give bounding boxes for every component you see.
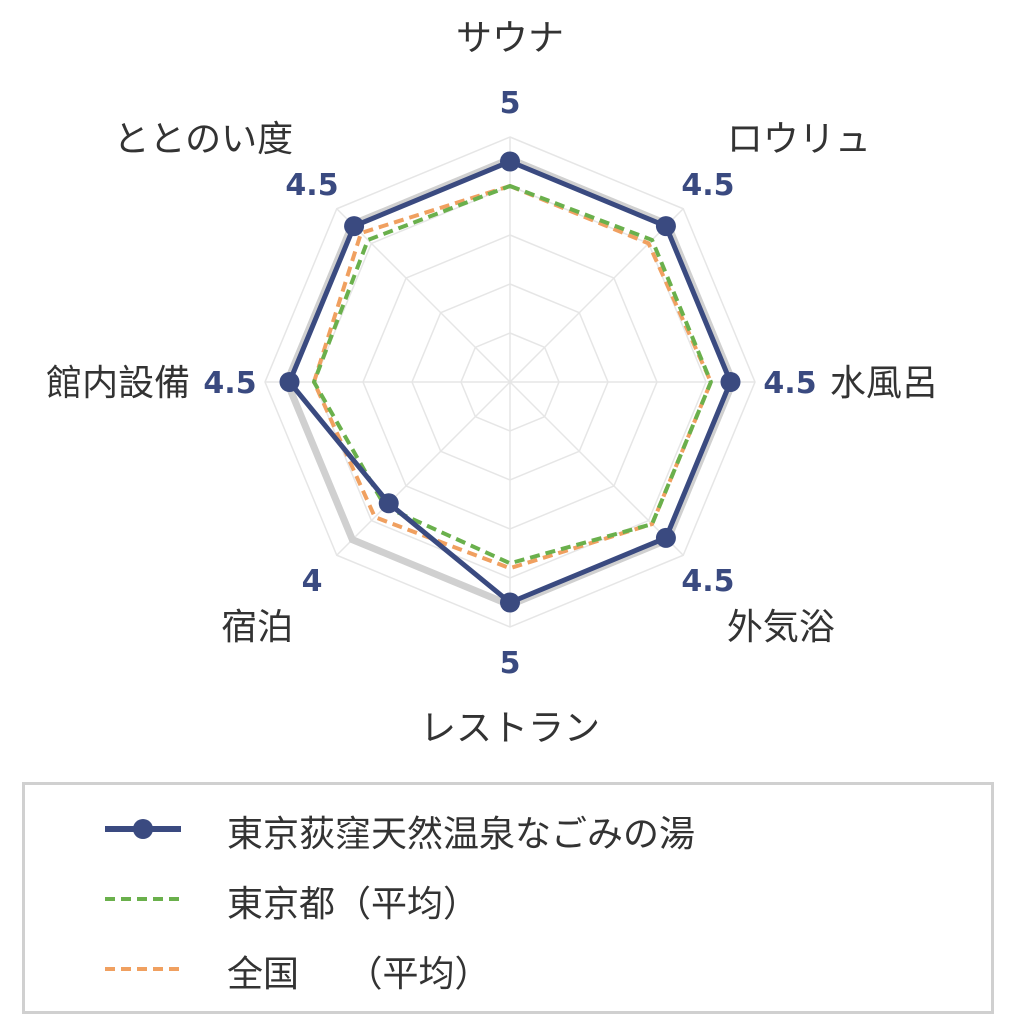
series-point-0-7 [344,216,365,237]
value-label-4: 5 [500,646,521,681]
axis-label-4: レストラン [420,708,600,749]
axis-label-6: 館内設備 [46,363,190,404]
axis-label-0: サウナ [456,18,564,59]
value-label-6: 4.5 [203,366,256,401]
legend-item-nagomi: 東京荻窪天然温泉なごみの湯 [25,799,991,859]
value-label-2: 4.5 [763,366,816,401]
axis-label-7: ととのい度 [114,119,294,160]
value-label-0: 5 [500,86,521,121]
series-point-0-0 [500,151,520,172]
series-point-0-5 [378,493,399,514]
axis-label-2: 水風呂 [830,363,938,404]
legend-swatch-tokyo [105,897,181,901]
legend-item-national: 全国 （平均） [25,939,991,999]
series-point-0-3 [655,527,676,548]
legend-label-national: 全国 （平均） [227,954,491,995]
legend-swatch-nagomi [105,819,181,839]
radar-series [279,151,741,613]
value-label-1: 4.5 [681,168,734,203]
radar-grid [264,136,756,628]
legend-label-nagomi: 東京荻窪天然温泉なごみの湯 [227,814,696,855]
value-label-3: 4.5 [681,564,734,599]
legend-swatch-national [105,967,181,971]
value-label-5: 4 [302,564,323,599]
grid-spoke-7 [336,208,511,383]
grid-spoke-1 [509,208,684,383]
series-line-2 [312,184,713,571]
legend-item-tokyo: 東京都（平均） [25,869,991,929]
grid-spoke-5 [336,381,511,556]
series-point-0-1 [655,216,676,237]
legend: 東京荻窪天然温泉なごみの湯 東京都（平均） 全国 （平均） [22,782,994,1014]
axis-label-5: 宿泊 [221,607,293,648]
legend-label-tokyo: 東京都（平均） [227,884,480,925]
series-point-0-4 [500,592,520,613]
series-point-0-2 [720,372,741,392]
axis-label-1: ロウリュ [727,119,871,160]
series-point-0-6 [279,372,300,392]
value-label-7: 4.5 [285,168,338,203]
grid-spoke-3 [509,381,684,556]
axis-label-3: 外気浴 [727,607,835,648]
